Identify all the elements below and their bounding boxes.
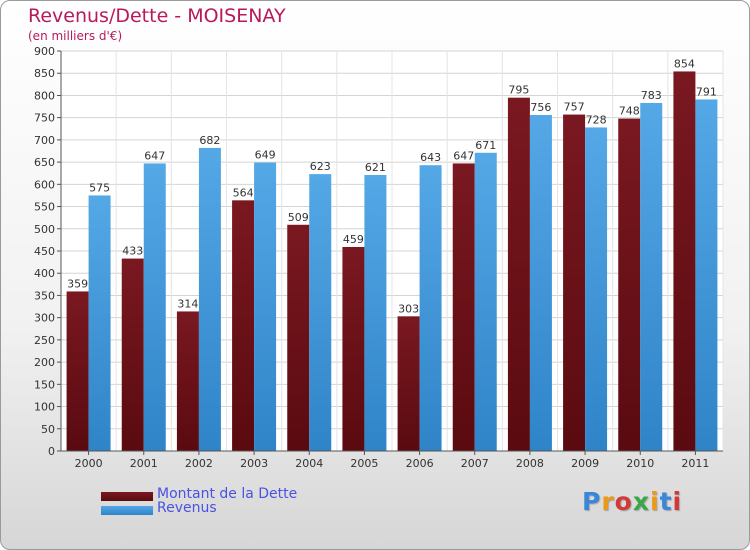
y-tick-label: 650 xyxy=(34,156,55,169)
data-label-revenus-2005: 621 xyxy=(365,161,386,174)
x-tick-label: 2008 xyxy=(516,457,544,470)
bar-dette-2002 xyxy=(176,311,199,451)
data-label-revenus-2001: 647 xyxy=(144,149,165,162)
logo-letter: o xyxy=(614,487,633,516)
data-labels: 359 575 433 647 314 682 564 649 509 623 459 621 303 6… xyxy=(67,57,717,315)
data-label-dette-2005: 459 xyxy=(343,233,364,246)
y-tick-label: 0 xyxy=(48,445,55,458)
legend-swatch-dette xyxy=(101,492,153,501)
chart-subtitle: (en milliers d'€) xyxy=(28,29,123,43)
bar-revenus-2005 xyxy=(364,175,387,451)
bar-dette-2003 xyxy=(232,200,255,451)
y-tick-label: 550 xyxy=(34,201,55,214)
data-label-dette-2003: 564 xyxy=(233,186,254,199)
data-label-dette-2010: 748 xyxy=(619,105,640,118)
bar-dette-2004 xyxy=(287,224,310,451)
x-tick-label: 2010 xyxy=(626,457,654,470)
chart-title: Revenus/Dette - MOISENAY xyxy=(28,5,286,27)
data-label-revenus-2009: 728 xyxy=(586,113,607,126)
legend-label-dette: Montant de la Dette xyxy=(157,486,298,502)
y-tick-label: 250 xyxy=(34,334,55,347)
bar-dette-2010 xyxy=(618,118,641,452)
logo-letter: P xyxy=(582,487,602,516)
bar-revenus-2004 xyxy=(309,174,332,451)
grid-lines xyxy=(60,50,724,452)
data-label-dette-2009: 757 xyxy=(564,101,585,114)
data-label-dette-2007: 647 xyxy=(453,149,474,162)
x-tick-label: 2004 xyxy=(295,457,323,470)
bar-dette-2005 xyxy=(342,247,365,451)
bar-dette-2001 xyxy=(121,258,144,451)
bar-revenus-2002 xyxy=(198,147,221,451)
y-tick-label: 750 xyxy=(34,112,55,125)
x-tick-label: 2002 xyxy=(185,457,213,470)
y-tick-label: 100 xyxy=(34,401,55,414)
data-label-dette-2006: 303 xyxy=(398,302,419,315)
logo-letter: i xyxy=(650,487,660,516)
y-tick-label: 50 xyxy=(41,423,55,436)
x-tick-label: 2001 xyxy=(130,457,158,470)
bar-revenus-2003 xyxy=(254,162,277,452)
bar-dette-2007 xyxy=(452,163,475,451)
y-tick-label: 700 xyxy=(34,134,55,147)
x-tick-label: 2003 xyxy=(240,457,268,470)
bar-revenus-2006 xyxy=(419,165,442,451)
data-label-dette-2004: 509 xyxy=(288,211,309,224)
proxiti-logo: Proxiti xyxy=(582,487,682,516)
y-tick-label: 800 xyxy=(34,89,55,102)
x-tick-label: 2009 xyxy=(571,457,599,470)
bar-dette-2000 xyxy=(66,291,89,451)
data-label-revenus-2011: 791 xyxy=(696,85,717,98)
x-tick-label: 2005 xyxy=(350,457,378,470)
data-label-revenus-2007: 671 xyxy=(475,139,496,152)
bar-revenus-2007 xyxy=(474,152,497,451)
data-label-dette-2011: 854 xyxy=(674,57,695,70)
bars xyxy=(66,71,718,452)
y-tick-label: 850 xyxy=(34,67,55,80)
bar-revenus-2001 xyxy=(143,163,166,451)
y-tick-label: 450 xyxy=(34,245,55,258)
data-label-dette-2002: 314 xyxy=(177,297,198,310)
data-label-dette-2008: 795 xyxy=(508,84,529,97)
data-label-revenus-2008: 756 xyxy=(530,101,551,114)
legend-swatch-revenus xyxy=(101,506,153,515)
data-label-revenus-2010: 783 xyxy=(641,89,662,102)
x-tick-label: 2011 xyxy=(681,457,709,470)
y-tick-label: 350 xyxy=(34,289,55,302)
logo-letter: t xyxy=(659,487,673,516)
y-tick-label: 150 xyxy=(34,378,55,391)
bar-revenus-2010 xyxy=(640,103,663,451)
bar-revenus-2011 xyxy=(695,99,718,451)
logo-letter: r xyxy=(601,487,615,516)
bar-revenus-2008 xyxy=(529,115,552,451)
x-tick-label: 2007 xyxy=(461,457,489,470)
data-label-revenus-2004: 623 xyxy=(310,160,331,173)
axes: 0 50 100 150 200 250 300 350 400 450 500 550 600 650 7… xyxy=(34,45,723,470)
bar-revenus-2009 xyxy=(585,127,608,451)
y-tick-label: 500 xyxy=(34,223,55,236)
legend-label-revenus: Revenus xyxy=(157,500,217,516)
bar-dette-2008 xyxy=(507,97,530,452)
logo-letter: i xyxy=(672,487,683,516)
bar-dette-2011 xyxy=(673,71,696,451)
y-tick-label: 300 xyxy=(34,312,55,325)
y-tick-label: 900 xyxy=(34,45,55,58)
data-label-revenus-2000: 575 xyxy=(89,181,110,194)
data-label-dette-2001: 433 xyxy=(122,245,143,258)
bar-revenus-2000 xyxy=(88,195,111,451)
bar-dette-2006 xyxy=(397,316,420,451)
data-label-revenus-2006: 643 xyxy=(420,151,441,164)
bar-dette-2009 xyxy=(563,114,586,452)
y-tick-label: 200 xyxy=(34,356,55,369)
data-label-dette-2000: 359 xyxy=(67,277,88,290)
y-tick-label: 600 xyxy=(34,178,55,191)
y-tick-label: 400 xyxy=(34,267,55,280)
x-tick-label: 2000 xyxy=(75,457,103,470)
data-label-revenus-2003: 649 xyxy=(255,149,276,162)
x-tick-label: 2006 xyxy=(406,457,434,470)
data-label-revenus-2002: 682 xyxy=(199,134,220,147)
logo-letter: x xyxy=(632,487,650,516)
